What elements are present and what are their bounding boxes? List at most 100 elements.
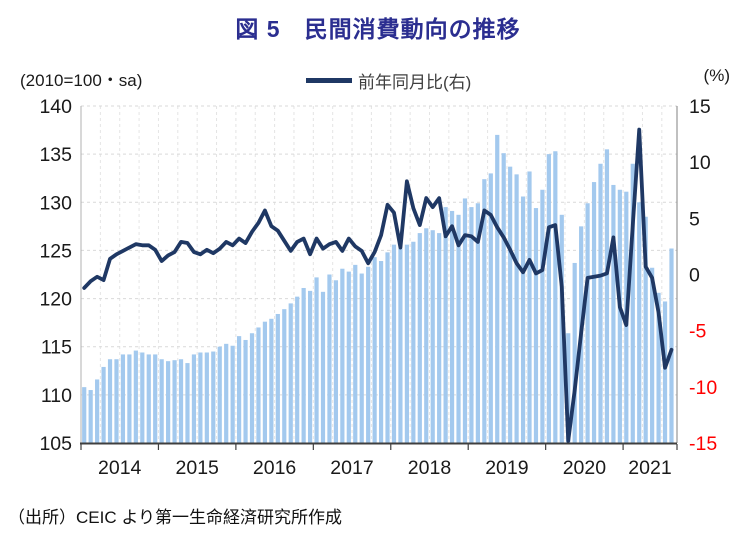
index-bar (398, 248, 403, 443)
right-axis-tick-label: -5 (689, 321, 706, 343)
index-bar (243, 339, 248, 443)
index-bar (482, 179, 487, 443)
index-bar (391, 244, 397, 443)
index-bar (211, 351, 216, 443)
index-bar (411, 241, 416, 443)
index-bar (572, 262, 577, 443)
index-bar (527, 171, 532, 443)
index-bar (314, 277, 319, 443)
index-bar (140, 352, 145, 443)
index-bar (430, 230, 435, 443)
index-bar (262, 321, 268, 443)
index-bar (307, 290, 313, 443)
left-axis-tick-label: 140 (39, 96, 72, 118)
index-bar (366, 266, 371, 443)
index-bar (385, 252, 390, 443)
left-axis-tick-label: 105 (39, 433, 72, 455)
index-bar (114, 359, 119, 443)
index-bar (488, 173, 493, 443)
x-axis-year-label: 2017 (330, 457, 373, 479)
index-bar (282, 309, 287, 443)
index-bar (127, 354, 132, 443)
index-bar (372, 257, 377, 443)
page-title: 図 5 民間消費動向の推移 (235, 16, 521, 42)
left-axis-tick-label: 135 (39, 144, 72, 166)
index-bar (533, 208, 539, 443)
index-bar (133, 350, 138, 443)
index-bar (475, 203, 480, 443)
right-axis-tick-label: 15 (689, 96, 711, 118)
index-bar (82, 387, 87, 443)
right-axis-tick-label: -15 (689, 433, 717, 455)
index-bar (224, 343, 229, 443)
index-bar (508, 166, 513, 443)
index-bar (514, 174, 519, 444)
left-axis-unit-label: (2010=100・sa) (20, 71, 143, 90)
index-bar (217, 346, 222, 443)
legend-label: 前年同月比(右) (358, 73, 472, 92)
index-bar (540, 189, 545, 443)
index-bar (185, 363, 190, 443)
index-bar (166, 361, 171, 443)
index-bar (520, 196, 526, 443)
index-bar (107, 359, 113, 443)
index-bar (288, 303, 293, 443)
index-bar (340, 268, 345, 443)
index-bar (88, 390, 93, 443)
index-bar (630, 163, 635, 443)
right-axis-tick-label: 5 (689, 208, 700, 230)
x-axis-year-label: 2019 (485, 457, 528, 479)
right-axis-tick-label: 10 (689, 152, 711, 174)
x-axis-year-label: 2021 (628, 457, 671, 479)
index-bar (146, 354, 151, 443)
index-bar (598, 163, 603, 443)
left-axis-tick-label: 110 (41, 385, 72, 407)
index-bar (95, 379, 100, 443)
index-bar (669, 248, 674, 443)
index-bar (617, 189, 622, 443)
index-bar (269, 318, 274, 443)
left-axis-tick-label: 130 (39, 192, 72, 214)
index-bar (566, 333, 571, 443)
index-bar (204, 352, 209, 443)
index-bar (230, 345, 235, 443)
index-bar (591, 182, 597, 443)
index-bar (643, 216, 648, 443)
index-bar (256, 327, 261, 443)
left-axis-tick-label: 120 (39, 289, 72, 311)
index-bar (449, 210, 455, 443)
index-bar (249, 333, 255, 443)
x-axis-year-label: 2018 (408, 457, 451, 479)
index-bar (604, 149, 610, 443)
left-axis-tick-label: 125 (39, 240, 72, 262)
index-bar (443, 207, 448, 443)
index-bar (417, 233, 422, 443)
left-axis-tick-label: 115 (41, 337, 72, 359)
index-bar (353, 264, 358, 443)
x-axis-year-label: 2020 (563, 457, 607, 479)
index-bar (120, 354, 126, 443)
x-axis-year-label: 2014 (98, 457, 142, 479)
index-bar (546, 154, 551, 443)
index-bar (327, 274, 332, 443)
index-bar (101, 366, 106, 443)
index-bar (359, 273, 364, 443)
index-bar (437, 233, 442, 443)
legend: 前年同月比(右) (306, 68, 471, 93)
index-bar (198, 352, 203, 443)
legend-line-swatch-icon (306, 78, 352, 83)
index-bar (378, 261, 384, 443)
right-axis-tick-label: 0 (689, 265, 700, 287)
index-bar (159, 359, 164, 443)
index-bar (585, 203, 590, 443)
index-bar (637, 202, 642, 443)
index-bar (495, 134, 500, 443)
index-bar (611, 184, 616, 443)
index-bar (333, 280, 339, 443)
index-bar (237, 336, 242, 443)
index-bar (320, 291, 326, 443)
index-bar (462, 198, 468, 443)
index-bar (153, 354, 158, 443)
